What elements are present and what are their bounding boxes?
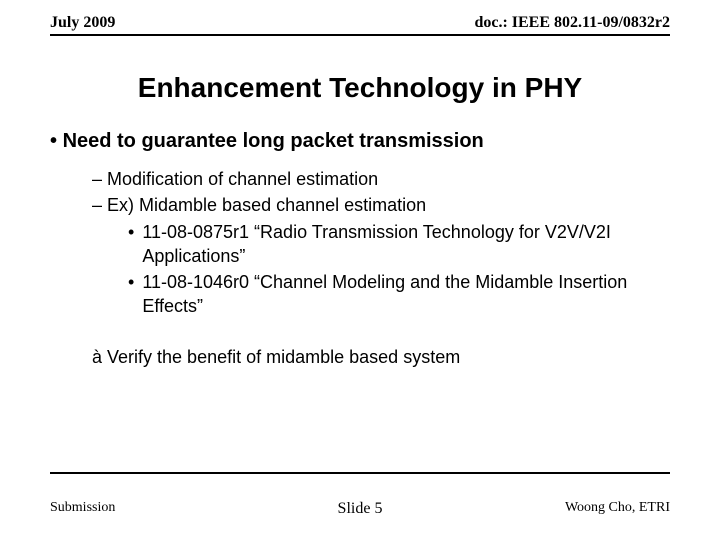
bullet-level2: Modification of channel estimation	[92, 167, 670, 191]
slide-title: Enhancement Technology in PHY	[0, 72, 720, 104]
bullet-level3-group: • 11-08-0875r1 “Radio Transmission Techn…	[128, 220, 670, 319]
header-date: July 2009	[50, 14, 115, 32]
bullet-dot-icon: •	[128, 270, 142, 319]
bullet-level3-text: 11-08-1046r0 “Channel Modeling and the M…	[142, 270, 670, 319]
footer-slide-number: Slide 5	[50, 500, 670, 518]
bullet-level3-text: 11-08-0875r1 “Radio Transmission Technol…	[142, 220, 670, 269]
footer-rule	[50, 472, 670, 474]
bullet-level1: Need to guarantee long packet transmissi…	[50, 130, 670, 153]
slide-body: Need to guarantee long packet transmissi…	[50, 130, 670, 368]
header-bar: July 2009 doc.: IEEE 802.11-09/0832r2	[50, 14, 670, 36]
footer-bar: Submission Slide 5 Woong Cho, ETRI	[50, 472, 670, 516]
slide-page: July 2009 doc.: IEEE 802.11-09/0832r2 En…	[0, 0, 720, 540]
bullet-level2-group: Modification of channel estimation Ex) M…	[92, 167, 670, 319]
bullet-level2: Ex) Midamble based channel estimation	[92, 193, 670, 217]
bullet-level3: • 11-08-1046r0 “Channel Modeling and the…	[128, 270, 670, 319]
bullet-level3: • 11-08-0875r1 “Radio Transmission Techn…	[128, 220, 670, 269]
conclusion-line: à Verify the benefit of midamble based s…	[92, 347, 670, 368]
bullet-dot-icon: •	[128, 220, 142, 269]
arrow-right-icon: à	[92, 347, 102, 367]
conclusion-text: Verify the benefit of midamble based sys…	[102, 347, 460, 367]
header-docnum: doc.: IEEE 802.11-09/0832r2	[474, 14, 670, 32]
footer-row: Submission Slide 5 Woong Cho, ETRI	[50, 500, 670, 516]
